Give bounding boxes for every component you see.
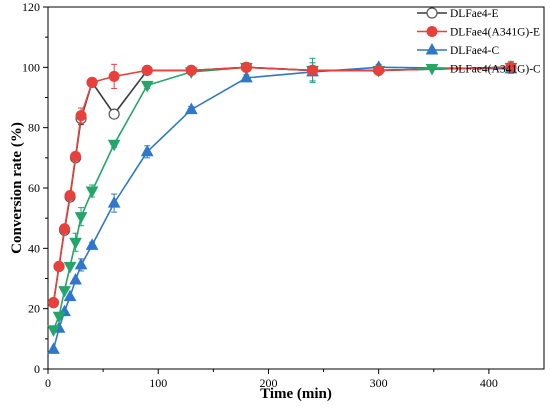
data-point [69,272,82,285]
y-tick-label: 60 [28,181,40,195]
data-point [140,80,154,93]
data-point [85,238,99,250]
data-point [47,342,60,354]
y-axis-title: Conversion rate (%) [9,122,25,254]
data-point [140,144,154,157]
data-point [86,76,98,88]
data-point [74,257,88,270]
legend-marker [425,64,439,76]
y-tick-label: 120 [22,0,40,14]
series-dlfae4-e [47,61,517,309]
series-line [52,66,511,350]
legend-marker [425,42,439,55]
series-dlfae4-c [47,60,518,354]
data-point [75,110,87,122]
x-tick-label: 200 [259,376,277,390]
legend-marker [426,7,438,19]
x-tick-label: 0 [45,376,51,390]
data-point [52,311,66,324]
y-tick-label: 100 [22,60,40,74]
data-point [85,186,99,199]
data-point [373,64,385,76]
data-point [184,102,198,115]
data-point [505,61,517,73]
data-point [107,139,121,152]
data-point [307,64,319,76]
series-dlfae4-a341g-e [48,61,517,309]
legend-label: DLFae4-C [450,45,500,57]
legend-marker [426,26,438,37]
data-point [59,223,71,235]
data-point [141,64,153,76]
data-point [108,70,120,82]
x-tick-label: 100 [149,376,167,390]
y-tick-label: 20 [28,302,40,316]
data-point [185,64,197,76]
data-point [107,196,121,208]
data-point [70,150,82,162]
legend-label: DLFae4(A341G)-E [450,27,540,39]
y-tick-label: 40 [28,241,40,255]
legend-label: DLFae4(A341G)-C [450,64,541,76]
y-tick-label: 80 [28,121,40,135]
series-line [52,66,511,331]
data-point [47,325,60,337]
data-point [64,190,76,202]
data-point [240,61,252,73]
y-tick-label: 0 [34,362,40,376]
data-point [53,260,65,272]
plot-frame [47,6,545,370]
data-point [48,297,60,309]
series-line [52,66,511,303]
data-point [63,289,77,302]
legend-label: DLFae4-E [450,8,499,20]
legend: DLFae4-E DLFae4(A341G)-E DLFae4-C DLFae4(A3… [417,7,541,76]
x-tick-label: 400 [480,376,498,390]
x-axis-title: Time (min) [260,386,332,402]
x-tick-label: 300 [370,376,388,390]
data-point [240,70,253,83]
data-point [74,212,88,224]
data-point [58,286,71,298]
data-point [63,261,77,274]
data-point [108,108,120,120]
data-point [69,237,82,250]
series-line [52,66,511,303]
